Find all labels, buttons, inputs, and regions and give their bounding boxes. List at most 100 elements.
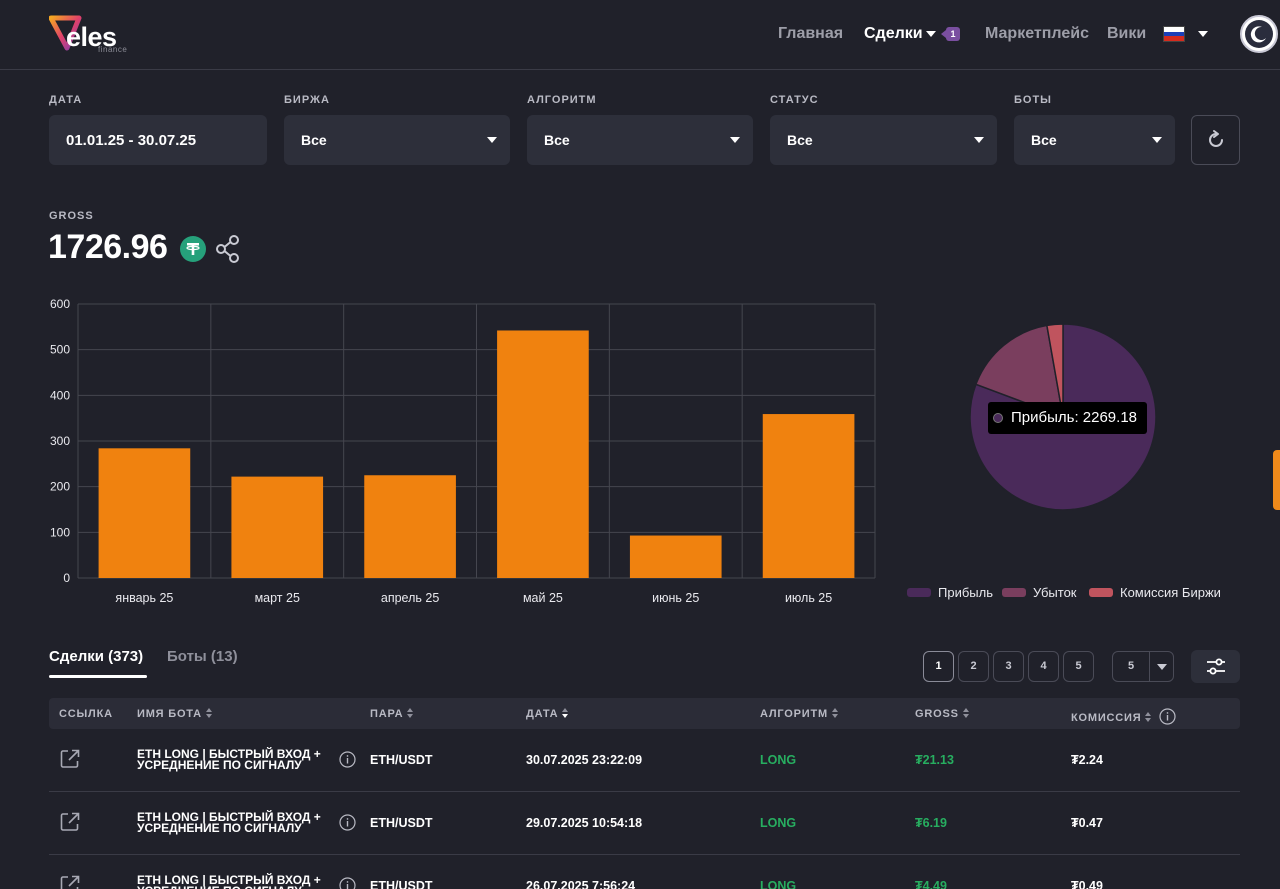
page-button-1[interactable]: 1	[923, 651, 954, 682]
info-icon[interactable]	[339, 877, 356, 889]
refresh-icon	[1209, 130, 1223, 147]
per-page-select[interactable]: 5	[1112, 651, 1174, 682]
algorithm-select[interactable]: Все	[527, 115, 753, 165]
info-icon[interactable]	[1159, 708, 1176, 725]
algorithm-select-value: Все	[544, 132, 570, 148]
column-header-label: АЛГОРИТМ	[760, 708, 828, 720]
algorithm-cell: LONG	[760, 753, 797, 767]
x-tick-label: май 25	[523, 591, 563, 605]
status-filter-label: СТАТУС	[770, 94, 819, 106]
ru-flag-icon[interactable]	[1163, 26, 1185, 42]
bar	[364, 475, 456, 578]
column-header-bot-name[interactable]: ИМЯ БОТА	[137, 708, 212, 720]
nav-deals[interactable]: Сделки	[864, 25, 923, 42]
bots-select[interactable]: Все	[1014, 115, 1175, 165]
bar	[231, 476, 324, 578]
column-header-pair[interactable]: ПАРА	[370, 708, 414, 720]
table-row[interactable]: ETH LONG | БЫСТРЫЙ ВХОД + УСРЕДНЕНИЕ ПО …	[49, 729, 1240, 792]
y-tick-label: 400	[50, 388, 70, 402]
pair-cell: ETH/USDT	[370, 753, 433, 767]
page-button-2[interactable]: 2	[958, 651, 989, 682]
table-row[interactable]: ETH LONG | БЫСТРЫЙ ВХОД + УСРЕДНЕНИЕ ПО …	[49, 855, 1240, 889]
gross-cell: ₮4.49	[915, 879, 947, 889]
status-select[interactable]: Все	[770, 115, 997, 165]
sort-desc-icon	[562, 708, 569, 718]
pie-slice[interactable]	[974, 324, 1064, 419]
column-header-gross[interactable]: GROSS	[915, 708, 969, 720]
info-icon[interactable]	[339, 814, 356, 831]
sort-icon	[205, 708, 212, 718]
page-button-4[interactable]: 4	[1028, 651, 1059, 682]
column-header-algorithm[interactable]: АЛГОРИТМ	[760, 708, 838, 720]
language-chevron-down-icon[interactable]	[1198, 31, 1208, 37]
legend-item-commission[interactable]: Комиссия Биржи	[1089, 585, 1221, 600]
chevron-down-icon[interactable]	[926, 31, 936, 37]
y-tick-label: 100	[50, 525, 70, 539]
divider	[1149, 652, 1150, 681]
legend-swatch	[1002, 588, 1026, 597]
column-header-label: ПАРА	[370, 708, 404, 720]
external-link-icon[interactable]	[59, 748, 81, 770]
legend-item-profit[interactable]: Прибыль	[907, 585, 993, 600]
legend-swatch	[1089, 588, 1113, 597]
per-page-value: 5	[1128, 660, 1135, 672]
column-header-date[interactable]: ДАТА	[526, 708, 569, 720]
x-tick-label: март 25	[255, 591, 300, 605]
date-filter-label: ДАТА	[49, 94, 83, 106]
column-header-label: КОМИССИЯ	[1071, 712, 1142, 724]
status-select-value: Все	[787, 132, 813, 148]
bot-name[interactable]: ETH LONG | БЫСТРЫЙ ВХОД + УСРЕДНЕНИЕ ПО …	[137, 810, 321, 835]
bot-name[interactable]: ETH LONG | БЫСТРЫЙ ВХОД + УСРЕДНЕНИЕ ПО …	[137, 747, 321, 772]
pie-slice[interactable]	[969, 323, 1157, 511]
bar	[497, 330, 589, 578]
tab-deals[interactable]: Сделки (373)	[49, 648, 144, 665]
info-icon[interactable]	[339, 751, 356, 768]
gross-cell: ₮6.19	[915, 816, 947, 830]
theme-toggle-button[interactable]	[1240, 15, 1278, 53]
bot-name[interactable]: ETH LONG | БЫСТРЫЙ ВХОД + УСРЕДНЕНИЕ ПО …	[137, 873, 321, 889]
chevron-down-icon	[730, 137, 740, 143]
gross-cell: ₮21.13	[915, 753, 954, 767]
chevron-down-icon	[974, 137, 984, 143]
bots-select-value: Все	[1031, 132, 1057, 148]
share-icon[interactable]	[214, 234, 242, 264]
tab-bots[interactable]: Боты (13)	[167, 648, 238, 665]
x-tick-label: апрель 25	[381, 591, 439, 605]
column-header-link: ССЫЛКА	[59, 708, 113, 720]
column-header-commission[interactable]: КОМИССИЯ	[1071, 708, 1176, 725]
pie-tooltip: Прибыль: 2269.18	[988, 402, 1147, 434]
exchange-filter-label: БИРЖА	[284, 94, 330, 106]
side-feedback-tab[interactable]	[1273, 450, 1280, 510]
date-range-input[interactable]: 01.01.25 - 30.07.25	[49, 115, 267, 165]
exchange-select-value: Все	[301, 132, 327, 148]
column-settings-button[interactable]	[1191, 650, 1240, 683]
logo-text: eles	[66, 22, 117, 52]
refresh-button[interactable]	[1191, 115, 1240, 165]
x-tick-label: июнь 25	[652, 591, 699, 605]
nav-wiki[interactable]: Вики	[1107, 25, 1147, 42]
deals-badge: 1	[941, 27, 960, 41]
algorithm-filter-label: АЛГОРИТМ	[527, 94, 597, 106]
external-link-icon[interactable]	[59, 811, 81, 833]
profit-loss-pie-chart	[969, 323, 1157, 511]
external-link-icon[interactable]	[59, 874, 81, 889]
y-tick-label: 0	[63, 571, 70, 585]
legend-swatch	[907, 588, 931, 597]
exchange-select[interactable]: Все	[284, 115, 510, 165]
table-row[interactable]: ETH LONG | БЫСТРЫЙ ВХОД + УСРЕДНЕНИЕ ПО …	[49, 792, 1240, 855]
nav-marketplace[interactable]: Маркетплейс	[985, 25, 1089, 42]
veles-logo-icon[interactable]	[49, 14, 139, 56]
nav-home[interactable]: Главная	[778, 25, 844, 42]
column-header-label: GROSS	[915, 708, 959, 720]
legend-item-loss[interactable]: Убыток	[1002, 585, 1077, 600]
page-button-5[interactable]: 5	[1063, 651, 1094, 682]
pair-cell: ETH/USDT	[370, 879, 433, 889]
pie-tooltip-text: Прибыль: 2269.18	[1011, 409, 1137, 426]
sort-icon	[407, 708, 414, 718]
pie-slice[interactable]	[1046, 323, 1064, 418]
page-button-3[interactable]: 3	[993, 651, 1024, 682]
algorithm-cell: LONG	[760, 816, 797, 830]
sort-icon	[962, 708, 969, 718]
chevron-down-icon	[487, 137, 497, 143]
column-header-label: ДАТА	[526, 708, 559, 720]
